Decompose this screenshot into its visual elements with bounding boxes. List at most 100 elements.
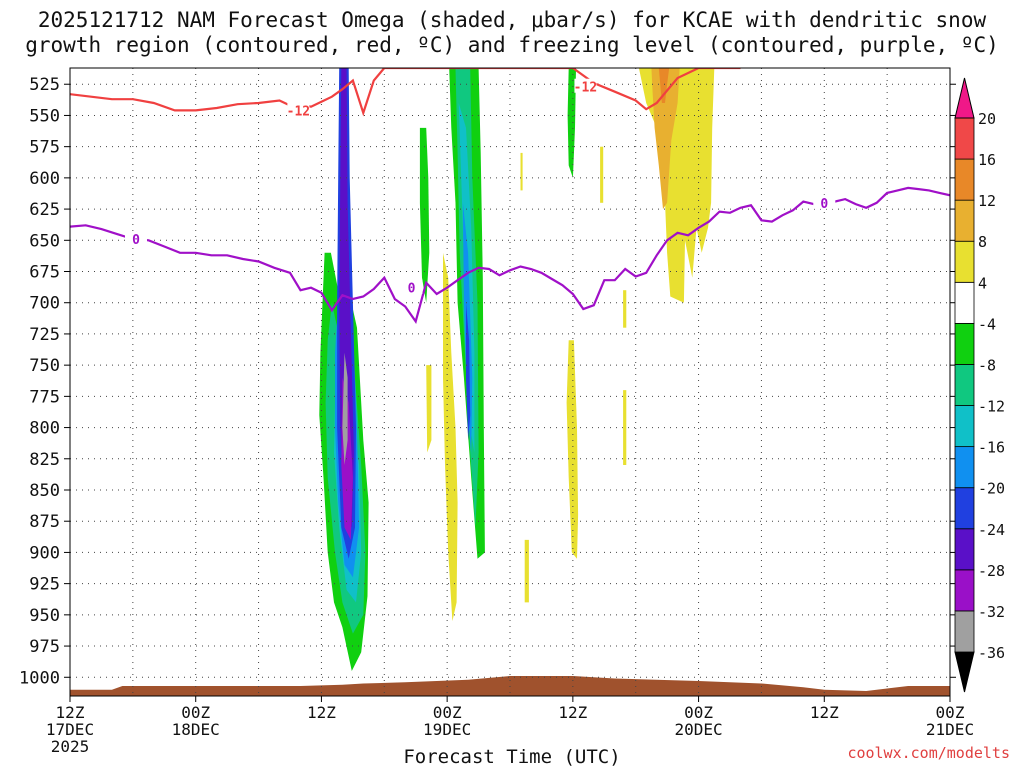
omega-region-green-streaks-5 [600, 146, 604, 203]
omega-region-green-streaks-7 [623, 390, 627, 465]
y-tick-label-775: 775 [29, 387, 60, 407]
y-tick-label-975: 975 [29, 637, 60, 657]
x-axis-title: Forecast Time (UTC) [403, 746, 621, 768]
contour-lines: -12 -12 0 0 0 [70, 68, 950, 324]
colorbar-label-7: -8 [978, 356, 996, 374]
x-tick-label-5-0: 00Z [684, 703, 713, 722]
dgz-contour [70, 68, 741, 117]
x-tick-label-0-0: 12Z [56, 703, 85, 722]
credit-link[interactable]: coolwx.com/modelts [847, 744, 1010, 762]
colorbar-segment-0 [954, 610, 975, 653]
colorbar-segment-5 [954, 405, 975, 448]
y-tick-label-525: 525 [29, 75, 60, 95]
colorbar-segment-2 [954, 528, 975, 571]
omega-region-subsidence-20dec-1 [651, 68, 680, 210]
colorbar-segment-8 [954, 281, 975, 324]
dgz-contour-label-bg-0 [287, 102, 310, 117]
y-tick-label-850: 850 [29, 481, 60, 501]
colorbar-segment-3 [954, 487, 975, 530]
colorbar-segment-7 [954, 322, 975, 365]
colorbar-label-11: 12 [978, 192, 996, 210]
colorbar-segment-11 [954, 158, 975, 201]
x-tick-label-4-0: 12Z [558, 703, 587, 722]
colorbar-label-1: -32 [978, 603, 1005, 621]
omega-region-green-streaks-4 [520, 152, 523, 191]
x-tick-label-2-0: 12Z [307, 703, 336, 722]
omega-region-green-streaks-6 [623, 290, 627, 328]
colorbar-segment-12 [954, 117, 975, 160]
omega-region-green-streaks-3 [524, 539, 529, 603]
colorbar-label-6: -12 [978, 398, 1005, 416]
x-tick-label-7-1: 21DEC [926, 720, 974, 739]
x-tick-label-7-0: 00Z [936, 703, 965, 722]
x-tick-label-0-2: 2025 [51, 737, 90, 756]
omega-region-ascent-00z-19dec-5 [443, 252, 458, 622]
colorbar-label-12: 16 [978, 151, 996, 169]
omega-region-green-streaks-1 [567, 68, 576, 178]
y-tick-label-550: 550 [29, 106, 60, 126]
dgz-contour-label-bg-1 [574, 78, 597, 93]
colorbar-label-0: -36 [978, 644, 1005, 662]
title-line-2: growth region (contoured, red, ºC) and f… [25, 33, 999, 57]
colorbar-segment-10 [954, 199, 975, 242]
colorbar-label-8: -4 [978, 315, 996, 333]
freezing-level-contour-label-bg-0 [125, 231, 147, 246]
omega-fields [319, 68, 715, 672]
y-axis: 525 550 575 600 625 650 675 700 725 750 775 800 825 8… [19, 75, 956, 688]
x-tick-label-1-0: 00Z [181, 703, 210, 722]
omega-region-ascent-00z-19dec-6 [426, 365, 432, 453]
y-tick-label-750: 750 [29, 356, 60, 376]
colorbar-segment-6 [954, 364, 975, 406]
omega-region-ascent-00z-19dec-4 [466, 302, 471, 441]
colorbar-label-10: 8 [978, 233, 987, 251]
chart-title: 2025121712 NAM Forecast Omega (shaded, μ… [0, 8, 1024, 58]
colorbar-label-4: -20 [978, 480, 1005, 498]
y-tick-label-625: 625 [29, 200, 60, 220]
y-tick-label-875: 875 [29, 512, 60, 532]
y-tick-label-925: 925 [29, 575, 60, 595]
colorbar-label-2: -28 [978, 562, 1005, 580]
y-tick-label-825: 825 [29, 450, 60, 470]
gridlines [70, 68, 950, 696]
y-tick-label-600: 600 [29, 169, 60, 189]
title-line-1: 2025121712 NAM Forecast Omega (shaded, μ… [37, 8, 987, 32]
y-tick-label-700: 700 [29, 294, 60, 314]
freezing-level-contour-label-bg-2 [813, 194, 836, 209]
x-tick-label-5-1: 20DEC [674, 720, 722, 739]
y-tick-label-575: 575 [29, 138, 60, 158]
colorbar-extend-high [954, 77, 975, 119]
x-tick-label-6-0: 12Z [810, 703, 839, 722]
dgz-contour-label-0: -12 [287, 104, 310, 119]
omega-region-green-streaks-0 [419, 127, 430, 303]
freezing-level-contour-label-1: 0 [408, 282, 416, 297]
colorbar-label-3: -24 [978, 521, 1005, 539]
x-tick-label-0-1: 17DEC [46, 720, 94, 739]
freezing-level-contour-label-2: 0 [820, 197, 828, 212]
y-tick-label-1000: 1000 [19, 668, 60, 688]
plot-frame [69, 67, 951, 697]
colorbar-segment-1 [954, 569, 975, 612]
colorbar-segment-4 [954, 446, 975, 489]
colorbar-label-9: 4 [978, 274, 987, 292]
y-tick-label-950: 950 [29, 606, 60, 626]
colorbar-label-13: 20 [978, 110, 996, 128]
y-tick-label-650: 650 [29, 231, 60, 251]
y-tick-label-725: 725 [29, 325, 60, 345]
omega-region-green-streaks-2 [566, 340, 579, 559]
omega-region-subsidence-20dec-2 [658, 68, 670, 103]
x-tick-label-3-0: 00Z [433, 703, 462, 722]
y-tick-label-800: 800 [29, 419, 60, 439]
colorbar-segment-9 [954, 240, 975, 283]
omega-region-strong-ascent-12z-18dec-7 [342, 352, 348, 465]
colorbar-label-5: -16 [978, 439, 1005, 457]
freezing-level-contour-label-0: 0 [132, 233, 140, 248]
y-tick-label-675: 675 [29, 263, 60, 283]
x-tick-label-3-1: 19DEC [423, 720, 471, 739]
colorbar-extend-low [954, 651, 975, 693]
freezing-level-contour-label-bg-1 [400, 279, 423, 294]
y-tick-label-900: 900 [29, 543, 60, 563]
x-tick-label-1-1: 18DEC [172, 720, 220, 739]
dgz-contour-label-1: -12 [574, 81, 597, 96]
